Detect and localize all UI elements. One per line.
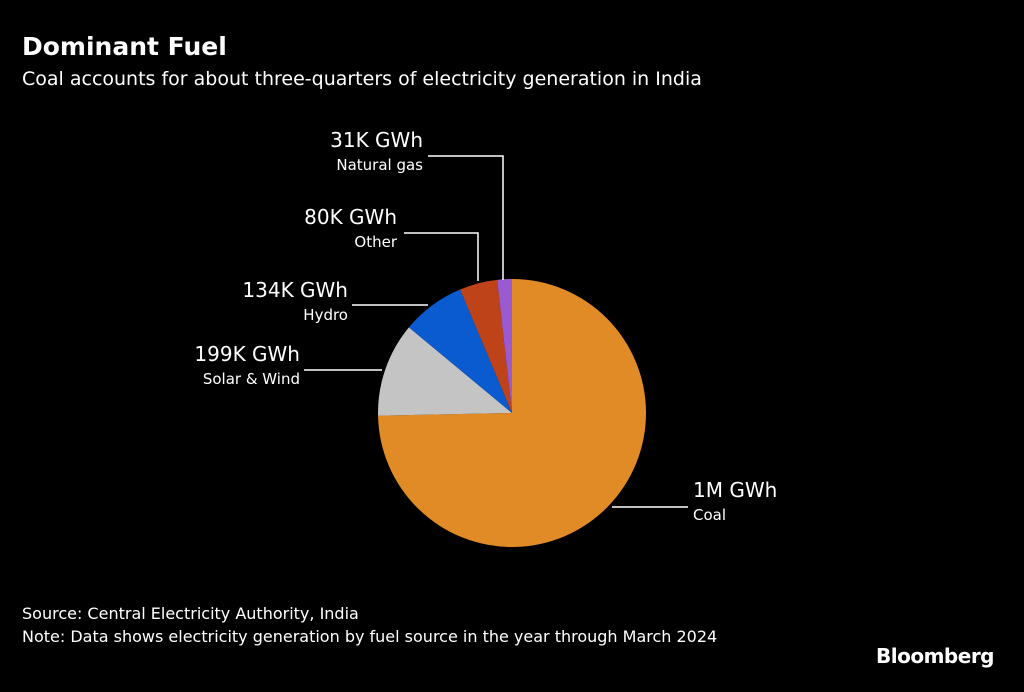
slice-name-label: Solar & Wind <box>202 370 300 388</box>
label-hydro: 134K GWh Hydro <box>242 278 348 324</box>
leader-line-natural-gas <box>428 155 504 280</box>
chart-title: Dominant Fuel <box>22 32 227 61</box>
slice-name-label: Other <box>354 233 397 251</box>
leader-lines <box>304 155 688 508</box>
bloomberg-logo: Bloomberg <box>876 644 994 668</box>
slice-value-label: 134K GWh <box>242 278 348 302</box>
label-other: 80K GWh Other <box>304 205 397 251</box>
pie-slice-coal <box>378 279 646 547</box>
slice-value-label: 80K GWh <box>304 205 397 229</box>
slice-name-label: Natural gas <box>336 156 423 174</box>
label-natural-gas: 31K GWh Natural gas <box>330 128 423 174</box>
slice-value-label: 199K GWh <box>194 342 300 366</box>
label-solar-wind: 199K GWh Solar & Wind <box>194 342 300 388</box>
slice-value-label: 31K GWh <box>330 128 423 152</box>
slice-value-label: 1M GWh <box>693 478 778 502</box>
label-coal: 1M GWh Coal <box>693 478 777 524</box>
chart-subtitle: Coal accounts for about three-quarters o… <box>22 68 702 90</box>
leader-line-other <box>404 232 479 281</box>
pie-slice-natural-gas <box>497 279 512 413</box>
slice-name-label: Coal <box>693 506 727 524</box>
slice-name-label: Hydro <box>303 306 348 324</box>
pie-slice-hydro <box>408 289 512 413</box>
data-note: Note: Data shows electricity generation … <box>22 627 718 646</box>
pie-slice-other <box>460 279 512 413</box>
source-note: Source: Central Electricity Authority, I… <box>22 604 359 623</box>
pie-slice-solar-wind <box>378 327 512 416</box>
